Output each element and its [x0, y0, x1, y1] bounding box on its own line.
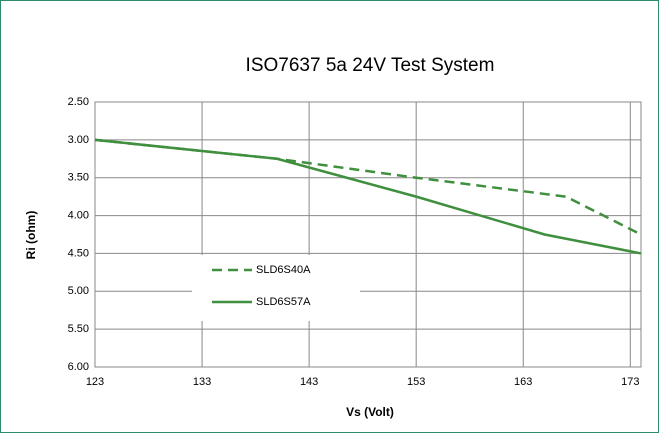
x-tick-label: 153 — [407, 376, 425, 388]
x-tick-label: 123 — [86, 376, 104, 388]
y-axis-label: Ri (ohm) — [24, 211, 38, 260]
y-tick-label: 3.00 — [68, 134, 89, 146]
data-line — [94, 138, 642, 255]
y-tick-label: 3.50 — [68, 172, 89, 184]
y-tick-label: 6.00 — [68, 361, 89, 373]
legend — [192, 255, 360, 321]
x-tick-label: 163 — [514, 376, 532, 388]
y-tick-label: 5.00 — [68, 285, 89, 297]
y-tick-label: 5.50 — [68, 323, 89, 335]
legend-label: SLD6S57A — [256, 296, 311, 308]
y-tick-label: 4.50 — [68, 247, 89, 259]
x-tick-label: 133 — [193, 376, 211, 388]
y-tick-label: 2.50 — [68, 96, 89, 108]
chart-title: ISO7637 5a 24V Test System — [246, 55, 495, 76]
x-tick-label: 173 — [621, 376, 639, 388]
x-axis-label: Vs (Volt) — [346, 405, 394, 419]
y-tick-label: 4.00 — [68, 209, 89, 221]
plot-border — [94, 101, 642, 368]
x-tick-label: 143 — [300, 376, 318, 388]
legend-label: SLD6S40A — [256, 264, 311, 276]
